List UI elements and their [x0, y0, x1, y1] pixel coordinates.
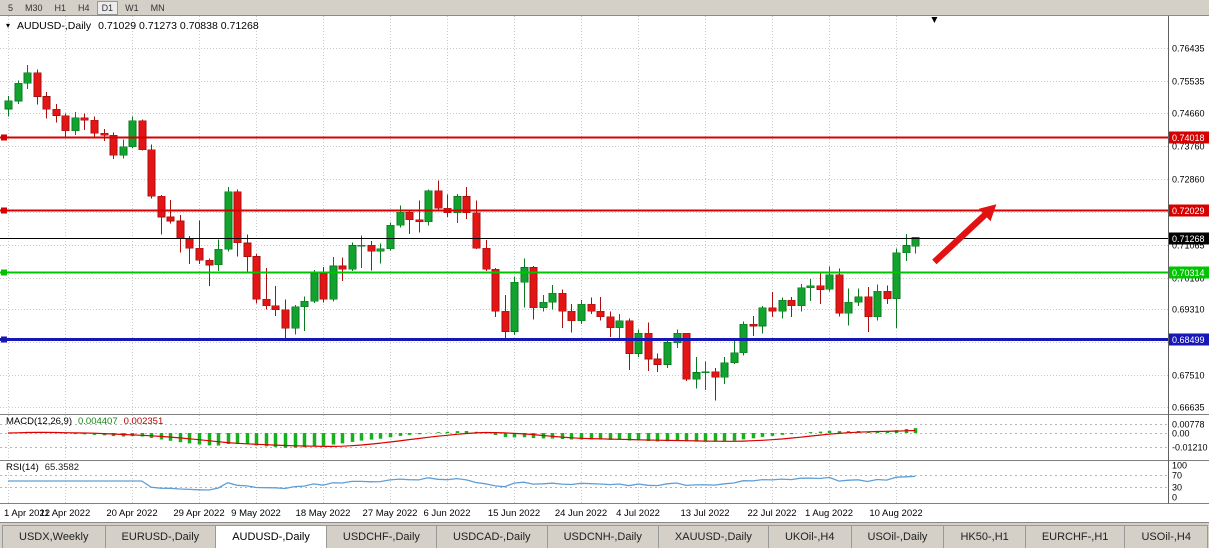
chart-tab-usoil-h4[interactable]: USOil-,H4: [1124, 525, 1209, 548]
rsi-value: 65.3582: [44, 462, 80, 473]
timeframe-button-m30[interactable]: M30: [25, 2, 43, 13]
macd-main-value: 0.004407: [78, 416, 118, 427]
svg-text:30: 30: [1172, 483, 1182, 493]
chart-tab-audusd-daily[interactable]: AUDUSD-,Daily: [215, 525, 327, 548]
price-badge: [1168, 333, 1209, 346]
macd-name: MACD(12,26,9): [6, 416, 72, 427]
svg-text:0.69310: 0.69310: [1172, 305, 1205, 315]
svg-text:1 Aug 2022: 1 Aug 2022: [805, 508, 853, 519]
svg-text:10 Aug 2022: 10 Aug 2022: [869, 508, 922, 519]
rsi-name: RSI(14): [6, 462, 39, 473]
svg-text:0.00778: 0.00778: [1172, 420, 1205, 430]
hline-handle[interactable]: [1, 336, 7, 343]
price-chart-host[interactable]: 0.764350.755350.746600.737600.728600.719…: [0, 16, 1209, 527]
chart-tab-hk50-h1[interactable]: HK50-,H1: [943, 525, 1026, 548]
chart-tab-usdcnh-daily[interactable]: USDCNH-,Daily: [546, 525, 659, 548]
svg-text:0.66635: 0.66635: [1172, 403, 1205, 413]
chart-area[interactable]: 0.764350.755350.746600.737600.728600.719…: [0, 16, 1209, 522]
timeframe-button-d1[interactable]: D1: [96, 0, 119, 15]
svg-text:-0.01210: -0.01210: [1172, 443, 1208, 453]
timeframe-button-h4[interactable]: H4: [78, 2, 90, 13]
chart-tab-xauusd-daily[interactable]: XAUUSD-,Daily: [657, 525, 769, 548]
svg-text:27 May 2022: 27 May 2022: [363, 508, 418, 519]
chart-tab-eurchf-h1[interactable]: EURCHF-,H1: [1024, 525, 1126, 548]
svg-text:0: 0: [1172, 493, 1177, 503]
timeframe-button-h1[interactable]: H1: [54, 2, 67, 13]
price-chart-svg[interactable]: 0.764350.755350.746600.737600.728600.719…: [0, 16, 1209, 522]
time-marker-icon: [931, 17, 938, 23]
svg-text:20 Apr 2022: 20 Apr 2022: [106, 508, 157, 519]
svg-text:13 Jul 2022: 13 Jul 2022: [680, 508, 729, 519]
svg-text:9 May 2022: 9 May 2022: [231, 508, 281, 519]
chart-menu-arrow-icon[interactable]: ▾: [6, 21, 11, 30]
horizontal-lines-layer: 0.74018 0.72029 0.71268 0.70314 0.68499: [0, 131, 1209, 346]
svg-text:11 Apr 2022: 11 Apr 2022: [40, 508, 91, 519]
timeframe-toolbar: 5 M30 H1 H4 D1 W1 MN: [0, 0, 1209, 16]
chart-ohlc-values: 0.71029 0.71273 0.70838 0.71268: [98, 20, 259, 32]
svg-text:0.74018: 0.74018: [1172, 133, 1205, 143]
pane-separators: [0, 16, 1209, 504]
svg-text:0.71268: 0.71268: [1172, 234, 1205, 244]
macd-signal-value: 0.002351: [123, 416, 164, 427]
svg-text:22 Jul 2022: 22 Jul 2022: [747, 508, 796, 519]
timeframe-button-5[interactable]: 5: [8, 2, 14, 13]
svg-text:1 Apr 2022: 1 Apr 2022: [4, 508, 50, 519]
price-badge: [1168, 266, 1209, 279]
svg-text:0.70314: 0.70314: [1172, 268, 1205, 278]
svg-text:0.72860: 0.72860: [1172, 175, 1205, 185]
hline-handle[interactable]: [1, 269, 7, 276]
svg-text:29 Apr 2022: 29 Apr 2022: [173, 508, 224, 519]
timeframe-button-w1[interactable]: W1: [125, 2, 139, 13]
hline-handle[interactable]: [1, 134, 7, 141]
svg-text:0.71065: 0.71065: [1172, 241, 1205, 251]
svg-text:0.76435: 0.76435: [1172, 44, 1205, 54]
svg-text:15 Jun 2022: 15 Jun 2022: [488, 508, 540, 519]
up-arrow-annotation[interactable]: [932, 204, 997, 265]
price-badge: [1168, 204, 1209, 217]
chart-tab-ukoil-h4[interactable]: UKOil-,H4: [767, 525, 852, 548]
rsi-indicator-label: RSI(14) 65.3582: [6, 462, 79, 473]
chart-title: ▾ AUDUSD-,Daily 0.71029 0.71273 0.70838 …: [6, 20, 259, 32]
timeframe-button-mn[interactable]: MN: [150, 2, 165, 13]
svg-text:0.00: 0.00: [1172, 429, 1190, 439]
svg-text:0.74660: 0.74660: [1172, 109, 1205, 119]
chart-tab-usoil-daily[interactable]: USOil-,Daily: [850, 525, 945, 548]
macd-indicator-label: MACD(12,26,9) 0.004407 0.002351: [6, 416, 163, 427]
chart-tab-usdcad-daily[interactable]: USDCAD-,Daily: [435, 525, 548, 548]
chart-tab-usdchf-daily[interactable]: USDCHF-,Daily: [325, 525, 437, 548]
svg-text:0.75535: 0.75535: [1172, 77, 1205, 87]
svg-text:24 Jun 2022: 24 Jun 2022: [555, 508, 607, 519]
svg-text:0.73760: 0.73760: [1172, 142, 1205, 152]
candles-layer: [4, 65, 920, 401]
chart-tab-usdx-weekly[interactable]: USDX,Weekly: [2, 525, 106, 548]
svg-text:0.72029: 0.72029: [1172, 206, 1205, 216]
price-badge: [1168, 232, 1209, 245]
svg-text:6 Jun 2022: 6 Jun 2022: [423, 508, 470, 519]
svg-text:0.67510: 0.67510: [1172, 371, 1205, 381]
chart-tab-eurusd-daily[interactable]: EURUSD-,Daily: [104, 525, 217, 548]
grid-layer: 0.764350.755350.746600.737600.728600.719…: [0, 16, 1205, 503]
svg-text:100: 100: [1172, 461, 1187, 471]
chart-tab-bar: USDX,Weekly EURUSD-,Daily AUDUSD-,Daily USD…: [0, 522, 1209, 548]
svg-text:4 Jul 2022: 4 Jul 2022: [616, 508, 660, 519]
svg-text:18 May 2022: 18 May 2022: [296, 508, 351, 519]
svg-text:70: 70: [1172, 471, 1182, 481]
price-badge: [1168, 131, 1209, 144]
chart-symbol-label: AUDUSD-,Daily: [17, 20, 92, 32]
hline-handle[interactable]: [1, 207, 7, 214]
svg-text:0.68499: 0.68499: [1172, 335, 1205, 345]
